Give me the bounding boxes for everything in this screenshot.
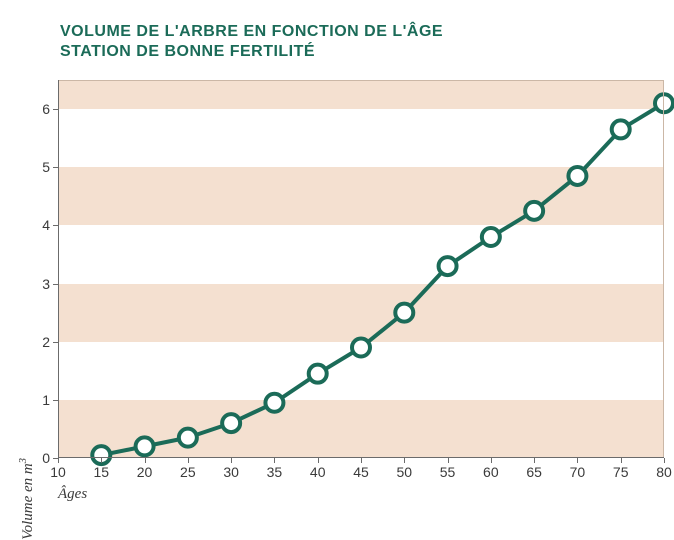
series-marker [352,339,370,357]
x-tick-mark [491,458,492,463]
chart-title-line1: VOLUME DE L'ARBRE EN FONCTION DE L'ÂGE [60,22,443,42]
x-tick-label: 60 [483,464,499,480]
y-tick-label: 6 [28,101,50,117]
series-marker [395,304,413,322]
x-tick-label: 50 [396,464,412,480]
y-tick-label: 1 [28,392,50,408]
series-svg [58,80,664,458]
y-axis-label: Volume en m3 [18,458,37,540]
series-marker [265,394,283,412]
series-marker [439,257,457,275]
series-marker [655,94,673,112]
x-tick-label: 10 [50,464,66,480]
x-tick-label: 15 [93,464,109,480]
y-tick-mark [53,109,58,110]
x-tick-label: 45 [353,464,369,480]
y-tick-label: 5 [28,159,50,175]
x-tick-mark [448,458,449,463]
x-tick-mark [274,458,275,463]
y-tick-label: 3 [28,276,50,292]
y-axis-line [58,80,59,458]
x-tick-label: 30 [223,464,239,480]
x-tick-label: 80 [656,464,672,480]
plot-border-right [663,80,664,458]
x-tick-label: 35 [267,464,283,480]
y-tick-mark [53,225,58,226]
series-marker [482,228,500,246]
plot-area [58,80,664,458]
x-tick-mark [188,458,189,463]
x-tick-label: 75 [613,464,629,480]
y-tick-mark [53,167,58,168]
series-marker [525,202,543,220]
x-tick-mark [231,458,232,463]
x-tick-mark [58,458,59,463]
x-tick-label: 20 [137,464,153,480]
chart-title: VOLUME DE L'ARBRE EN FONCTION DE L'ÂGE S… [60,22,443,62]
y-tick-mark [53,284,58,285]
x-tick-label: 70 [570,464,586,480]
y-tick-mark [53,400,58,401]
x-tick-label: 55 [440,464,456,480]
y-tick-label: 4 [28,217,50,233]
series-marker [612,120,630,138]
x-tick-mark [145,458,146,463]
x-tick-mark [577,458,578,463]
x-tick-mark [361,458,362,463]
chart-title-line2: STATION DE BONNE FERTILITÉ [60,42,443,62]
x-tick-label: 25 [180,464,196,480]
x-tick-mark [404,458,405,463]
series-marker [179,429,197,447]
x-tick-mark [621,458,622,463]
x-tick-mark [318,458,319,463]
series-marker [136,437,154,455]
y-tick-mark [53,342,58,343]
y-tick-label: 2 [28,334,50,350]
series-line [101,103,664,455]
x-tick-label: 40 [310,464,326,480]
y-tick-label: 0 [28,450,50,466]
x-tick-label: 65 [526,464,542,480]
chart-container: VOLUME DE L'ARBRE EN FONCTION DE L'ÂGE S… [0,0,674,516]
series-marker [309,365,327,383]
x-tick-mark [101,458,102,463]
series-marker [222,414,240,432]
x-tick-mark [664,458,665,463]
x-axis-label: Âges [58,486,87,503]
x-tick-mark [534,458,535,463]
plot-border-top [58,80,664,81]
series-marker [568,167,586,185]
